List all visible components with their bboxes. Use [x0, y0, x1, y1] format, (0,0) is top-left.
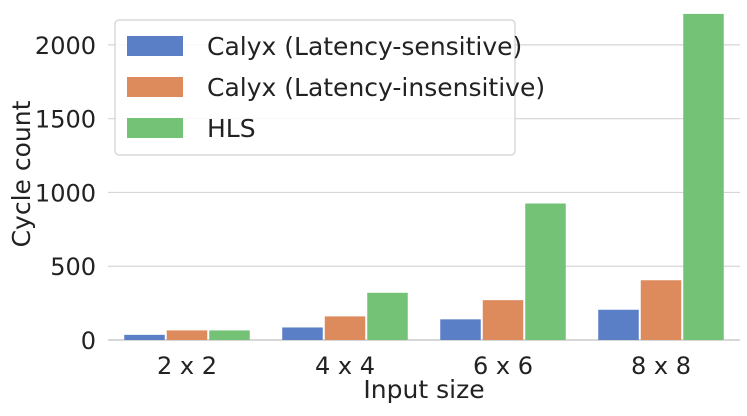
- x-tick-label: 4 x 4: [315, 352, 375, 380]
- legend-swatch-calyx-latency-sensitive: [127, 36, 183, 56]
- bar-calyx-latency-insensitive-6-x-6: [482, 300, 524, 340]
- bar-calyx-latency-sensitive-6-x-6: [440, 319, 481, 340]
- legend-box: [114, 19, 516, 156]
- bars-layer: [124, 13, 724, 341]
- legend-swatch-calyx-latency-insensitive: [127, 77, 183, 97]
- x-tick-label: 8 x 8: [631, 352, 691, 380]
- bar-hls-8-x-8: [683, 13, 724, 341]
- y-tick-label: 1500: [35, 106, 96, 134]
- x-axis-title: Input size: [363, 375, 484, 404]
- x-tick-label: 2 x 2: [157, 352, 217, 380]
- legend: Calyx (Latency-sensitive) Calyx (Latency…: [114, 19, 545, 156]
- legend-swatch-hls: [127, 118, 183, 138]
- y-tick-label: 2000: [35, 32, 96, 60]
- y-tick-label: 500: [50, 253, 96, 281]
- x-tick-label: 6 x 6: [473, 352, 533, 380]
- y-tick-labels: 0 500 1000 1500 2000: [35, 32, 96, 355]
- y-axis-title: Cycle count: [7, 100, 36, 247]
- bar-calyx-latency-insensitive-4-x-4: [324, 316, 366, 340]
- y-tick-label: 0: [81, 327, 96, 355]
- bar-calyx-latency-insensitive-2-x-2: [166, 330, 208, 340]
- legend-label-hls: HLS: [207, 114, 256, 143]
- y-tick-label: 1000: [35, 179, 96, 207]
- bar-calyx-latency-sensitive-2-x-2: [124, 334, 165, 340]
- bar-calyx-latency-sensitive-8-x-8: [598, 309, 639, 340]
- bar-calyx-latency-sensitive-4-x-4: [282, 327, 323, 340]
- bar-hls-4-x-4: [367, 292, 408, 340]
- bar-hls-2-x-2: [209, 330, 250, 340]
- x-tick-labels: 2 x 2 4 x 4 6 x 6 8 x 8: [157, 352, 691, 380]
- legend-label-calyx-latency-insensitive: Calyx (Latency-insensitive): [207, 73, 545, 102]
- bar-hls-6-x-6: [525, 203, 566, 340]
- bar-calyx-latency-insensitive-8-x-8: [640, 280, 682, 340]
- legend-label-calyx-latency-sensitive: Calyx (Latency-sensitive): [207, 32, 522, 61]
